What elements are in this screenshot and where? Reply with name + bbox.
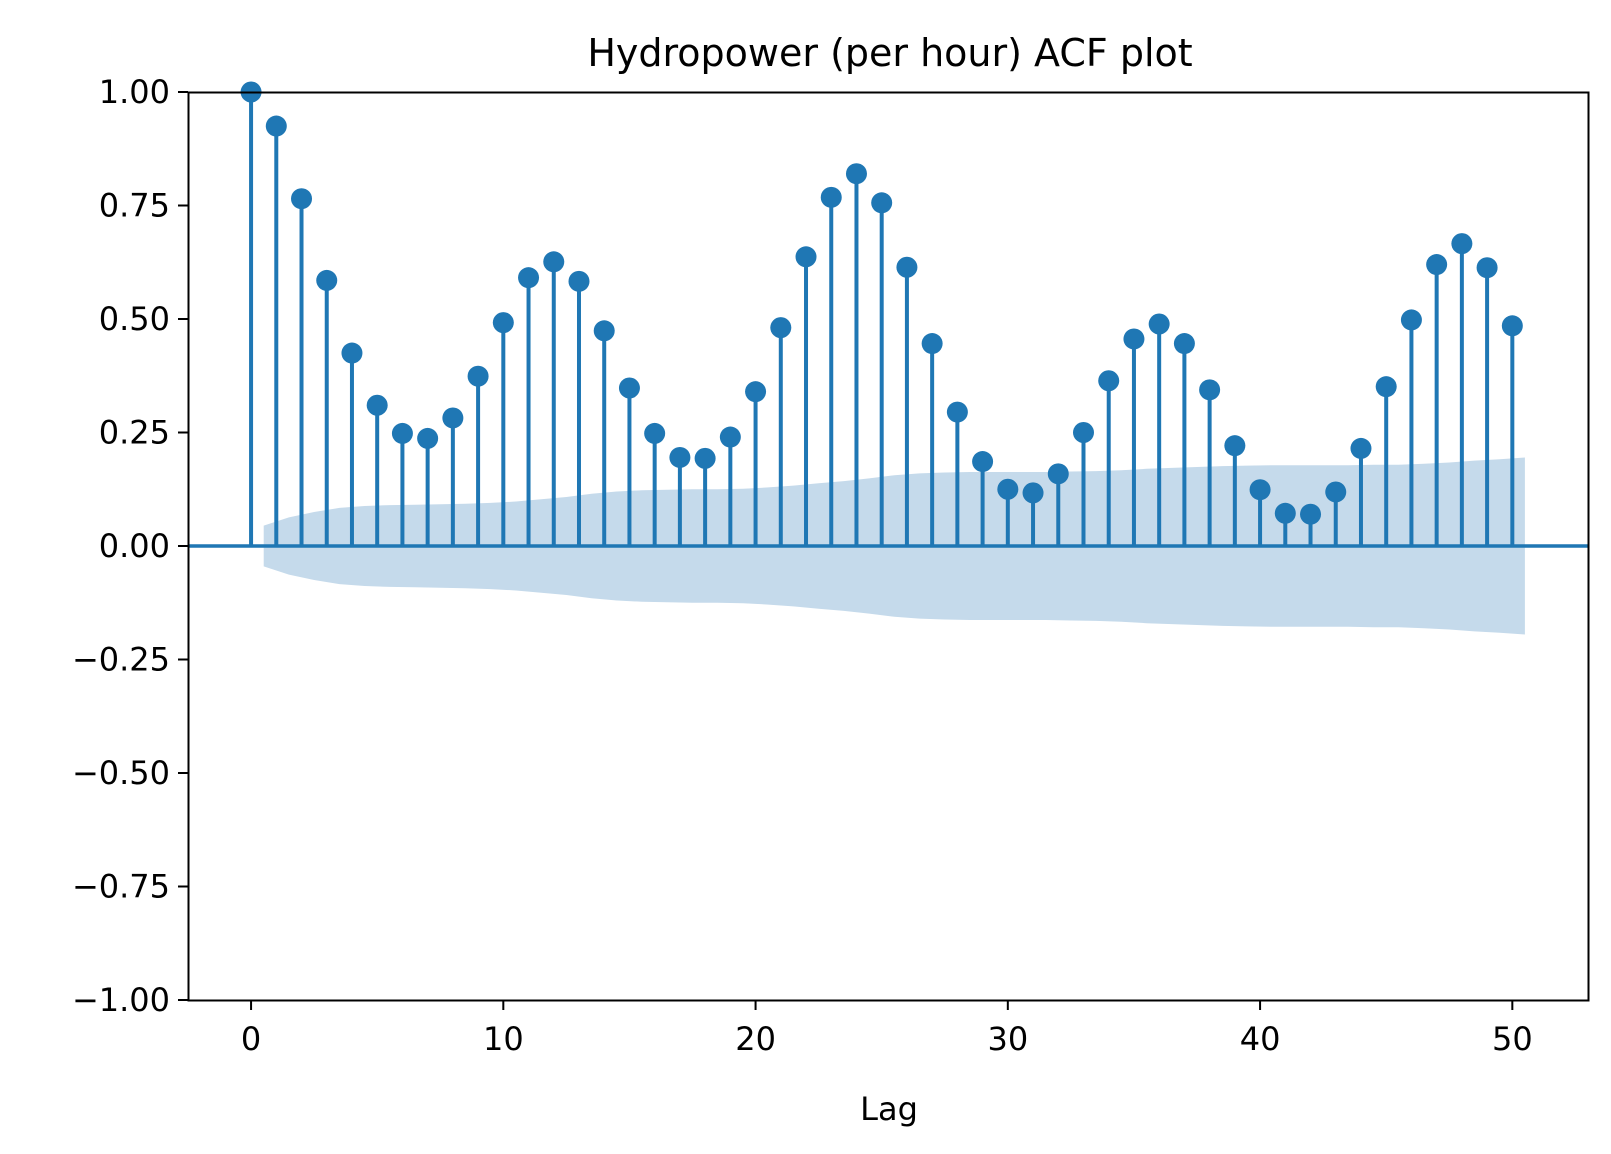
- acf-point-lag-26: [896, 256, 918, 278]
- acf-point-lag-10: [492, 312, 514, 334]
- x-tick-label: 50: [1492, 1020, 1533, 1058]
- acf-point-lag-14: [593, 320, 615, 342]
- acf-point-lag-2: [291, 188, 313, 210]
- acf-point-lag-35: [1123, 328, 1145, 350]
- acf-point-lag-5: [366, 394, 388, 416]
- y-tick-label: −1.00: [72, 981, 170, 1019]
- acf-point-lag-20: [745, 381, 767, 403]
- acf-point-lag-3: [316, 269, 338, 291]
- y-tick-label: 1.00: [99, 73, 170, 111]
- acf-point-lag-29: [972, 451, 994, 473]
- x-axis-label: Lag: [860, 1090, 918, 1128]
- y-tick-label: −0.25: [72, 641, 170, 679]
- x-axis: 0 10 20 30 40 50: [241, 1000, 1533, 1058]
- x-tick-label: 20: [735, 1020, 776, 1058]
- markers-layer: [240, 81, 1523, 525]
- acf-point-lag-40: [1249, 479, 1271, 501]
- plot-frame: [187, 91, 1590, 1002]
- acf-point-lag-42: [1300, 503, 1322, 525]
- acf-point-lag-30: [997, 478, 1019, 500]
- acf-point-lag-43: [1325, 481, 1347, 503]
- acf-point-lag-19: [719, 426, 741, 448]
- acf-point-lag-11: [518, 267, 540, 289]
- acf-point-lag-37: [1173, 333, 1195, 355]
- acf-point-lag-47: [1426, 254, 1448, 276]
- x-tick-label: 0: [241, 1020, 261, 1058]
- y-tick-label: −0.75: [72, 868, 170, 906]
- chart-title: Hydropower (per hour) ACF plot: [587, 31, 1192, 75]
- acf-point-lag-46: [1400, 309, 1422, 331]
- acf-point-lag-25: [871, 192, 893, 214]
- acf-point-lag-41: [1274, 502, 1296, 524]
- acf-point-lag-31: [1022, 482, 1044, 504]
- x-tick-label: 10: [483, 1020, 524, 1058]
- acf-point-lag-15: [618, 377, 640, 399]
- acf-point-lag-16: [644, 422, 666, 444]
- acf-point-lag-12: [543, 251, 565, 273]
- y-tick-label: 0.25: [99, 414, 170, 452]
- acf-point-lag-21: [770, 317, 792, 339]
- acf-point-lag-49: [1476, 257, 1498, 279]
- y-tick-label: −0.50: [72, 754, 170, 792]
- acf-point-lag-28: [946, 401, 968, 423]
- y-axis: 1.00 0.75 0.50 0.25 0.00 −0.25 −0.50 −0.75 −1.00: [72, 73, 188, 1019]
- acf-point-lag-23: [820, 186, 842, 208]
- acf-point-lag-17: [669, 446, 691, 468]
- acf-point-lag-18: [694, 447, 716, 469]
- acf-point-lag-36: [1148, 313, 1170, 335]
- acf-point-lag-38: [1199, 379, 1221, 401]
- acf-point-lag-8: [442, 407, 464, 429]
- acf-point-lag-27: [921, 333, 943, 355]
- acf-point-lag-24: [845, 163, 867, 185]
- stems-layer: [249, 92, 1515, 546]
- acf-point-lag-6: [391, 422, 413, 444]
- acf-point-lag-32: [1047, 463, 1069, 485]
- acf-point-lag-1: [265, 115, 287, 137]
- acf-point-lag-7: [417, 427, 439, 449]
- acf-point-lag-22: [795, 246, 817, 268]
- acf-point-lag-9: [467, 365, 489, 387]
- acf-point-lag-48: [1451, 233, 1473, 255]
- acf-point-lag-45: [1375, 376, 1397, 398]
- acf-point-lag-50: [1501, 315, 1523, 337]
- acf-point-lag-33: [1072, 422, 1094, 443]
- acf-point-lag-4: [341, 342, 363, 364]
- y-tick-label: 0.00: [99, 527, 170, 565]
- acf-point-lag-39: [1224, 435, 1246, 457]
- y-tick-label: 0.75: [99, 187, 170, 225]
- x-tick-label: 40: [1240, 1020, 1281, 1058]
- acf-point-lag-44: [1350, 437, 1372, 459]
- acf-point-lag-13: [568, 270, 590, 292]
- acf-point-lag-34: [1098, 370, 1120, 392]
- x-tick-label: 30: [987, 1020, 1028, 1058]
- y-tick-label: 0.50: [99, 300, 170, 338]
